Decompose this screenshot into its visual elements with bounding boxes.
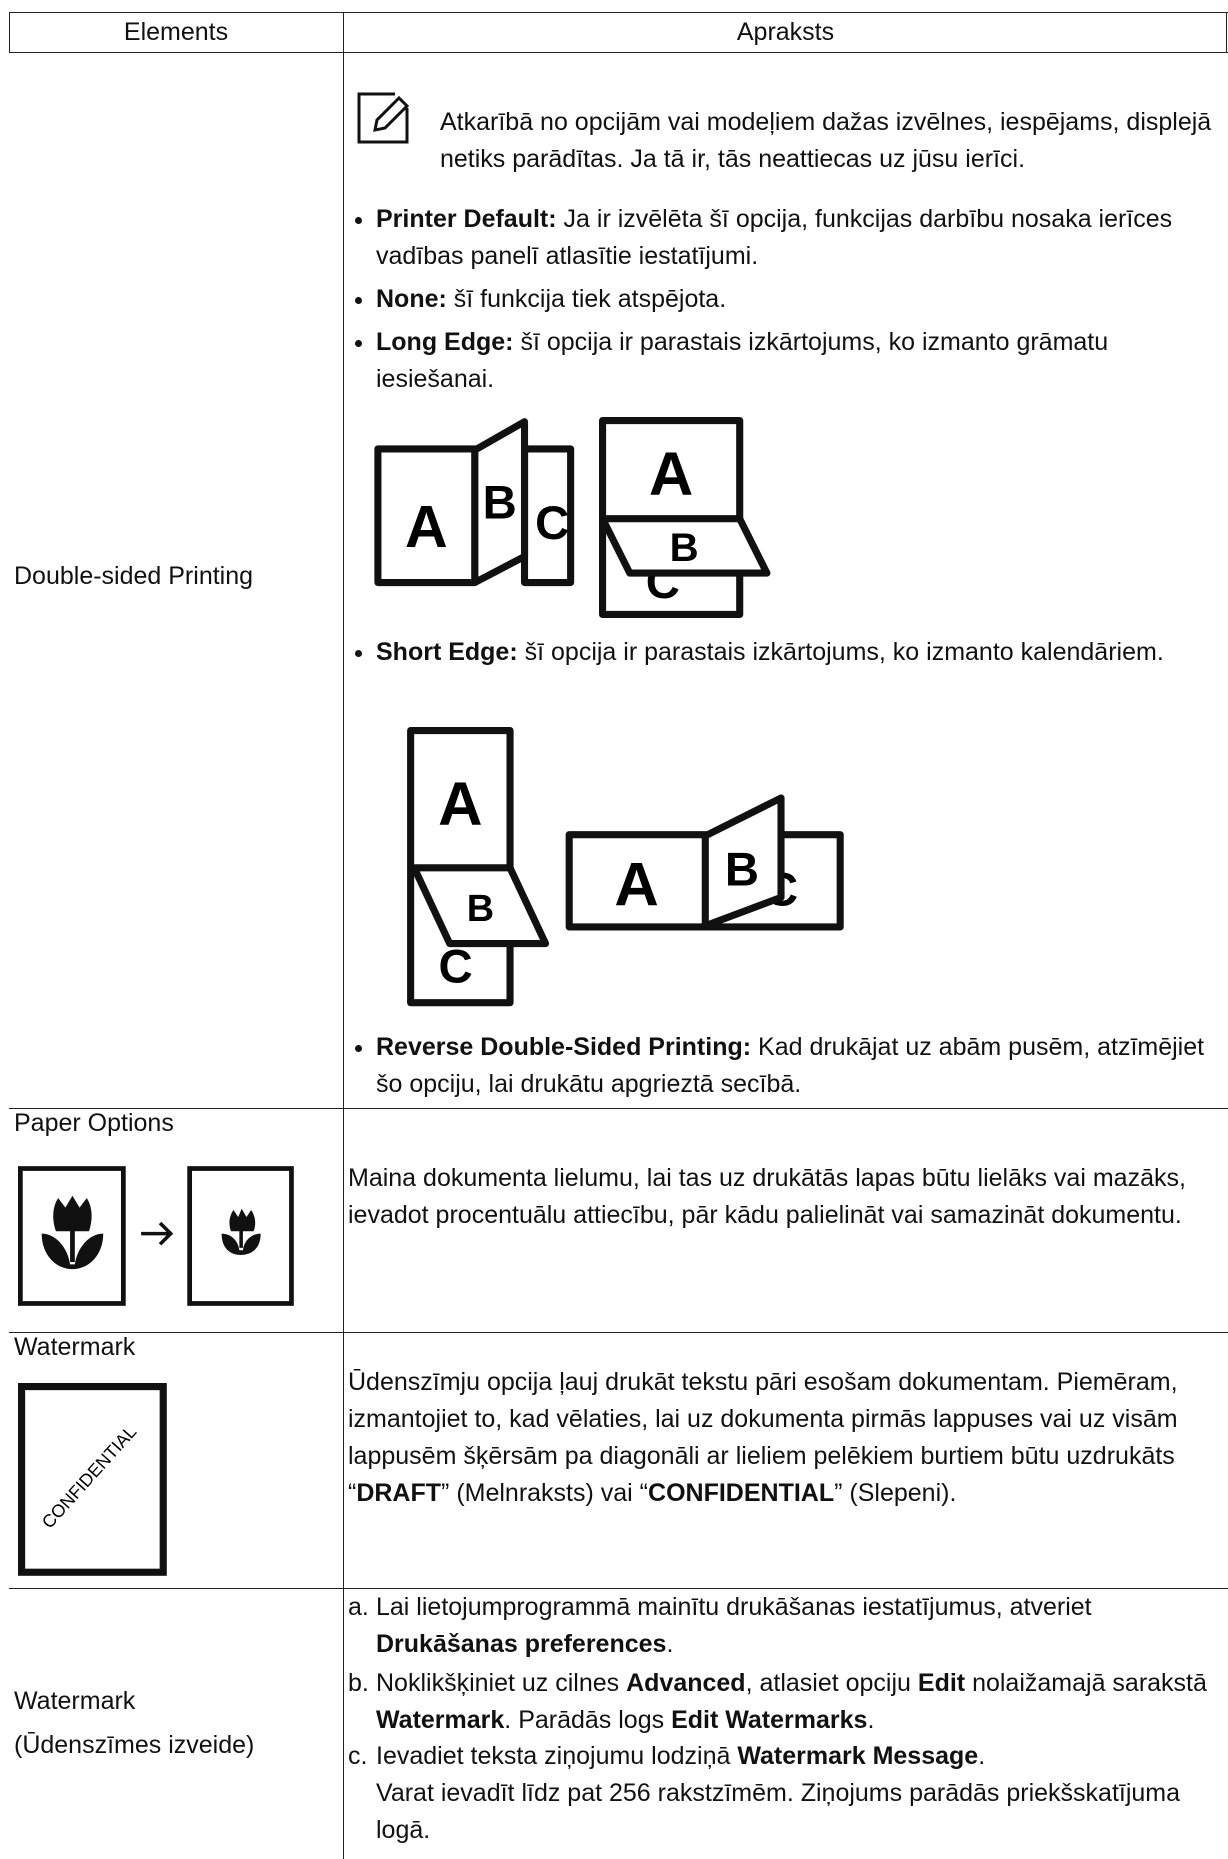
note-icon <box>357 92 410 144</box>
rule <box>9 1332 1228 1333</box>
step-label: b. <box>348 1669 369 1697</box>
text: ” (Melnraksts) vai “ <box>441 1479 649 1507</box>
element-name: Double-sided Printing <box>14 562 254 590</box>
option-text: Ja ir izvēlēta šī opcija, funkcijas darb… <box>376 205 1173 270</box>
option-term: Printer Default: <box>376 205 557 233</box>
note-text: Atkarībā no opcijām vai modeļiem dažas i… <box>440 108 1212 173</box>
option-list: Short Edge: šī opcija ir parastais izkār… <box>352 634 1226 677</box>
figure-letter: C <box>439 941 473 994</box>
option-list: Reverse Double-Sided Printing: Kad drukā… <box>352 1029 1226 1109</box>
figure-letter: C <box>535 497 569 550</box>
figure-letter: B <box>467 888 494 930</box>
text: Ūdenszīmju opcija ļauj drukāt tekstu pār… <box>348 1368 1178 1507</box>
term: Drukāšanas preferences <box>376 1630 667 1658</box>
term: Watermark <box>376 1706 505 1734</box>
figure-letter: A <box>614 851 658 920</box>
header-cell: Elements <box>123 18 229 46</box>
figure-letter: B <box>670 525 699 570</box>
term: Watermark Message <box>737 1742 979 1770</box>
rule <box>1226 12 1227 52</box>
long-edge-figure: A C B A C B <box>374 417 771 618</box>
option: Short Edge: šī opcija ir parastais izkār… <box>376 634 1226 671</box>
description: Maina dokumenta lielumu, lai tas uz druk… <box>348 1164 1186 1229</box>
term: CONFIDENTIAL <box>648 1479 835 1507</box>
short-edge-figure: A C B A C B <box>407 727 844 1007</box>
figure-letter: B <box>725 844 759 897</box>
watermark-icon: CONFIDENTIAL <box>18 1383 167 1576</box>
text: . <box>666 1630 674 1658</box>
text: nolaižamajā sarakstā <box>965 1669 1207 1697</box>
element-name: Watermark <box>14 1333 136 1361</box>
step: a. Lai lietojumprogrammā mainītu drukāša… <box>348 1589 1218 1663</box>
option-term: Long Edge: <box>376 328 514 356</box>
description: Ūdenszīmju opcija ļauj drukāt tekstu pār… <box>348 1364 1208 1512</box>
figure-letter: A <box>405 493 448 560</box>
step: b. Noklikšķiniet uz cilnes Advanced, atl… <box>348 1665 1218 1739</box>
rule <box>9 1108 1228 1109</box>
option: Long Edge: šī opcija ir parastais izkārt… <box>376 324 1226 398</box>
text: Lai lietojumprogrammā mainītu drukāšanas… <box>376 1593 1092 1621</box>
rule <box>343 12 344 1859</box>
term: DRAFT <box>356 1479 442 1507</box>
text: . Parādās logs <box>504 1706 672 1734</box>
option: None: šī funkcija tiek atspējota. <box>376 281 1226 318</box>
paper-options-icon <box>18 1166 294 1306</box>
step: c. Ievadiet teksta ziņojumu lodziņā Wate… <box>348 1738 1218 1849</box>
option-term: Reverse Double-Sided Printing: <box>376 1033 752 1061</box>
term: Advanced <box>626 1669 746 1697</box>
text: , atlasiet opciju <box>745 1669 918 1697</box>
text: Ievadiet teksta ziņojumu lodziņā <box>376 1742 738 1770</box>
rule <box>9 12 1228 13</box>
rule <box>9 12 10 52</box>
option-term: None: <box>376 285 447 313</box>
text: . <box>978 1742 986 1770</box>
text: . <box>867 1706 875 1734</box>
option-term: Short Edge: <box>376 638 518 666</box>
step-label: c. <box>348 1742 368 1770</box>
element-name: Watermark <box>14 1687 136 1715</box>
text: Varat ievadīt līdz pat 256 rakstzīmēm. Z… <box>376 1779 1181 1844</box>
option: Printer Default: Ja ir izvēlēta šī opcij… <box>376 201 1226 275</box>
text: ” (Slepeni). <box>834 1479 957 1507</box>
figure-letter: A <box>649 440 693 509</box>
step-label: a. <box>348 1593 369 1621</box>
figure-letter: A <box>438 770 482 839</box>
option: Reverse Double-Sided Printing: Kad drukā… <box>376 1029 1226 1103</box>
text: Noklikšķiniet uz cilnes <box>376 1669 627 1697</box>
option-text: šī opcija ir parastais izkārtojums, ko i… <box>524 638 1164 666</box>
option-text: šī opcija ir parastais izkārtojums, ko i… <box>376 328 1109 393</box>
figure-letter: B <box>483 477 517 530</box>
element-name: (Ūdenszīmes izveide) <box>14 1731 255 1759</box>
element-name: Paper Options <box>14 1109 174 1137</box>
term: Edit <box>917 1669 966 1697</box>
option-list: Printer Default: Ja ir izvēlēta šī opcij… <box>352 201 1226 404</box>
term: Edit Watermarks <box>671 1706 868 1734</box>
rule <box>9 52 1228 53</box>
header-cell: Apraksts <box>736 18 835 46</box>
option-text: Kad drukājat uz abām pusēm, atzīmējiet š… <box>376 1033 1205 1098</box>
option-text: šī funkcija tiek atspējota. <box>453 285 727 313</box>
rule <box>9 1588 1228 1589</box>
